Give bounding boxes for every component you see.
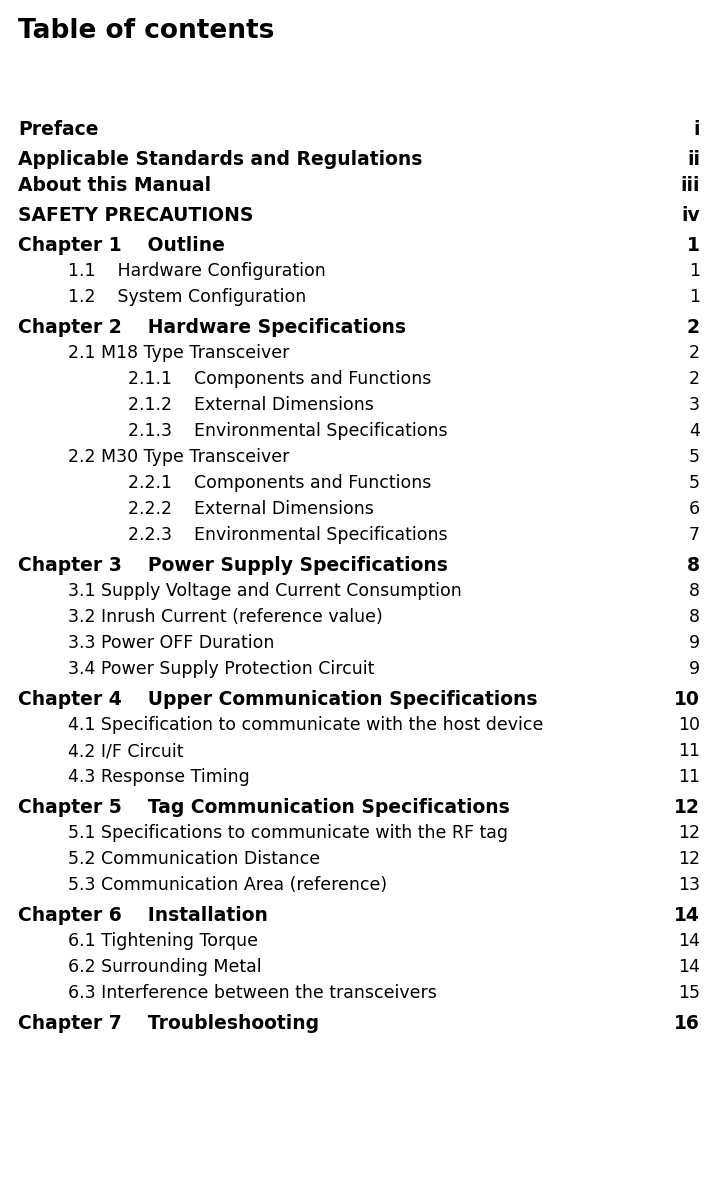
Text: Chapter 3    Power Supply Specifications: Chapter 3 Power Supply Specifications [18,556,448,575]
Text: 5.1 Specifications to communicate with the RF tag: 5.1 Specifications to communicate with t… [68,823,508,843]
Text: iv: iv [681,206,700,225]
Text: 2.2.2    External Dimensions: 2.2.2 External Dimensions [128,500,374,518]
Text: iii: iii [680,176,700,195]
Text: Applicable Standards and Regulations: Applicable Standards and Regulations [18,150,423,169]
Text: 6.1 Tightening Torque: 6.1 Tightening Torque [68,932,258,950]
Text: 2: 2 [689,370,700,388]
Text: 2.2 M30 Type Transceiver: 2.2 M30 Type Transceiver [68,447,290,466]
Text: i: i [693,120,700,139]
Text: 6.3 Interference between the transceivers: 6.3 Interference between the transceiver… [68,984,437,1002]
Text: 3.1 Supply Voltage and Current Consumption: 3.1 Supply Voltage and Current Consumpti… [68,582,462,600]
Text: 12: 12 [678,823,700,843]
Text: 6: 6 [689,500,700,518]
Text: 9: 9 [689,660,700,678]
Text: 2.2.1    Components and Functions: 2.2.1 Components and Functions [128,474,431,491]
Text: 2.1.3    Environmental Specifications: 2.1.3 Environmental Specifications [128,422,448,440]
Text: 4.2 I/F Circuit: 4.2 I/F Circuit [68,743,184,760]
Text: 2: 2 [687,318,700,337]
Text: 2.1.1    Components and Functions: 2.1.1 Components and Functions [128,370,431,388]
Text: 2.1 M18 Type Transceiver: 2.1 M18 Type Transceiver [68,344,290,362]
Text: 11: 11 [678,743,700,760]
Text: 3.4 Power Supply Protection Circuit: 3.4 Power Supply Protection Circuit [68,660,375,678]
Text: 1: 1 [687,236,700,255]
Text: Chapter 5    Tag Communication Specifications: Chapter 5 Tag Communication Specificatio… [18,798,510,818]
Text: 2: 2 [689,344,700,362]
Text: About this Manual: About this Manual [18,176,211,195]
Text: 5.2 Communication Distance: 5.2 Communication Distance [68,850,320,868]
Text: ii: ii [687,150,700,169]
Text: 5: 5 [689,447,700,466]
Text: 4: 4 [689,422,700,440]
Text: 2.1.2    External Dimensions: 2.1.2 External Dimensions [128,396,374,414]
Text: 7: 7 [689,526,700,544]
Text: 8: 8 [687,556,700,575]
Text: 1.2    System Configuration: 1.2 System Configuration [68,288,306,306]
Text: 3: 3 [689,396,700,414]
Text: 12: 12 [674,798,700,818]
Text: 10: 10 [674,690,700,709]
Text: 3.3 Power OFF Duration: 3.3 Power OFF Duration [68,634,274,652]
Text: 8: 8 [689,582,700,600]
Text: 2.2.3    Environmental Specifications: 2.2.3 Environmental Specifications [128,526,448,544]
Text: Chapter 7    Troubleshooting: Chapter 7 Troubleshooting [18,1014,319,1033]
Text: 3.2 Inrush Current (reference value): 3.2 Inrush Current (reference value) [68,608,383,626]
Text: Preface: Preface [18,120,99,139]
Text: 14: 14 [674,906,700,925]
Text: 1: 1 [689,288,700,306]
Text: 4.1 Specification to communicate with the host device: 4.1 Specification to communicate with th… [68,716,543,734]
Text: 8: 8 [689,608,700,626]
Text: 9: 9 [689,634,700,652]
Text: 12: 12 [678,850,700,868]
Text: Table of contents: Table of contents [18,18,274,44]
Text: 11: 11 [678,768,700,787]
Text: SAFETY PRECAUTIONS: SAFETY PRECAUTIONS [18,206,253,225]
Text: 5.3 Communication Area (reference): 5.3 Communication Area (reference) [68,876,387,894]
Text: 5: 5 [689,474,700,491]
Text: 6.2 Surrounding Metal: 6.2 Surrounding Metal [68,958,261,976]
Text: 4.3 Response Timing: 4.3 Response Timing [68,768,250,787]
Text: Chapter 6    Installation: Chapter 6 Installation [18,906,268,925]
Text: 14: 14 [678,958,700,976]
Text: 15: 15 [678,984,700,1002]
Text: 13: 13 [678,876,700,894]
Text: 16: 16 [674,1014,700,1033]
Text: Chapter 4    Upper Communication Specifications: Chapter 4 Upper Communication Specificat… [18,690,537,709]
Text: 1.1    Hardware Configuration: 1.1 Hardware Configuration [68,262,326,280]
Text: Chapter 2    Hardware Specifications: Chapter 2 Hardware Specifications [18,318,406,337]
Text: Chapter 1    Outline: Chapter 1 Outline [18,236,225,255]
Text: 14: 14 [678,932,700,950]
Text: 1: 1 [689,262,700,280]
Text: 10: 10 [678,716,700,734]
